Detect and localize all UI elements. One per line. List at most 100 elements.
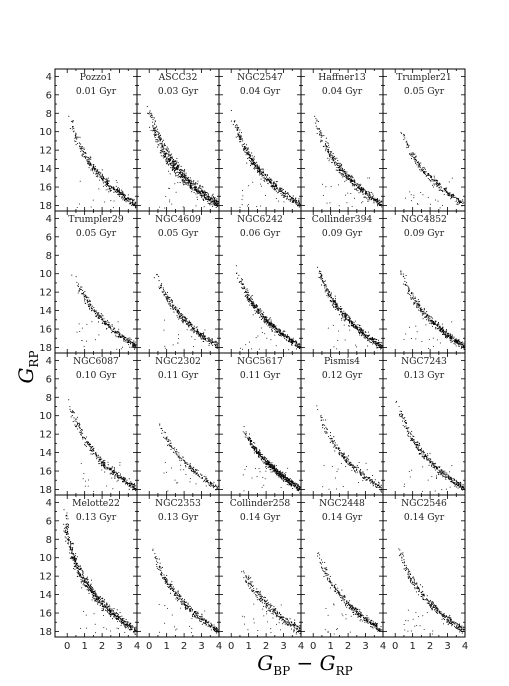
star-point	[445, 332, 447, 334]
star-point	[86, 302, 89, 304]
star-point	[450, 194, 452, 196]
star-point	[239, 129, 241, 131]
star-point	[273, 325, 275, 327]
star-point	[162, 157, 164, 159]
star-point	[87, 161, 89, 163]
star-point	[178, 169, 181, 172]
star-point	[159, 143, 161, 145]
star-point	[83, 156, 85, 158]
star-point	[261, 175, 263, 177]
star-point	[289, 196, 291, 198]
star-point	[337, 164, 339, 166]
star-point	[171, 160, 174, 162]
star-point	[81, 153, 83, 155]
star-point	[95, 311, 97, 313]
star-point	[446, 335, 448, 337]
star-point	[110, 328, 112, 330]
star-point	[362, 331, 365, 333]
star-point	[336, 169, 338, 171]
star-point	[126, 341, 128, 343]
star-point	[255, 163, 257, 165]
star-point	[276, 187, 278, 189]
star-point	[431, 179, 433, 181]
star-point	[265, 319, 267, 321]
star-point	[332, 155, 334, 157]
star-point	[238, 127, 240, 129]
panel-ticks	[383, 69, 465, 211]
star-point	[247, 299, 249, 301]
star-point	[90, 306, 92, 308]
star-point	[93, 307, 95, 309]
star-point	[80, 150, 82, 152]
star-point	[358, 183, 360, 185]
star-point	[172, 162, 174, 164]
star-point	[213, 203, 215, 205]
star-point	[319, 130, 321, 133]
star-point	[462, 200, 464, 202]
star-point	[167, 159, 170, 161]
star-point	[101, 179, 103, 181]
star-point	[445, 329, 448, 331]
star-point	[444, 335, 447, 337]
star-point	[362, 193, 364, 195]
star-point	[278, 188, 280, 190]
star-point	[365, 191, 367, 193]
star-point	[410, 154, 412, 156]
star-point	[100, 176, 102, 178]
star-point	[242, 140, 244, 142]
star-point	[419, 304, 421, 306]
star-point	[294, 202, 296, 204]
star-point	[107, 182, 109, 184]
star-point	[262, 171, 264, 173]
star-point	[180, 170, 182, 172]
star-point	[282, 333, 284, 335]
star-point	[166, 153, 168, 155]
star-point	[106, 183, 109, 185]
star-point	[423, 312, 425, 314]
star-point	[171, 304, 173, 306]
star-point	[330, 296, 333, 298]
star-point	[104, 460, 106, 462]
star-point	[251, 302, 253, 304]
star-point	[451, 334, 453, 336]
star-point	[189, 179, 191, 181]
star-point	[295, 200, 297, 202]
star-point	[182, 181, 184, 183]
star-point	[102, 320, 104, 322]
star-point	[243, 147, 245, 149]
cluster-name: Haffner13	[318, 72, 366, 83]
star-point	[252, 181, 254, 183]
star-point	[123, 196, 125, 198]
star-point	[428, 348, 430, 349]
star-point	[342, 167, 344, 169]
star-point	[413, 158, 415, 160]
star-point	[400, 131, 402, 133]
star-point	[191, 329, 193, 331]
star-point	[319, 134, 321, 136]
star-point	[338, 314, 340, 316]
star-point	[433, 175, 435, 177]
star-point	[441, 333, 444, 336]
star-point	[380, 203, 382, 205]
star-point	[370, 199, 372, 201]
star-point	[271, 327, 273, 329]
star-point	[80, 293, 83, 295]
star-point	[240, 138, 242, 140]
star-point	[257, 308, 259, 310]
star-point	[324, 291, 326, 293]
star-point	[118, 331, 120, 333]
star-point	[109, 188, 111, 190]
star-point	[204, 329, 206, 331]
star-point	[166, 291, 168, 294]
star-point	[413, 303, 415, 305]
star-point	[376, 198, 379, 200]
star-point	[427, 172, 429, 174]
star-point	[187, 182, 189, 184]
star-point	[157, 144, 159, 146]
star-point	[173, 307, 175, 309]
star-point	[372, 341, 374, 343]
star-point	[216, 344, 219, 346]
star-point	[107, 180, 109, 182]
star-point	[100, 319, 102, 321]
